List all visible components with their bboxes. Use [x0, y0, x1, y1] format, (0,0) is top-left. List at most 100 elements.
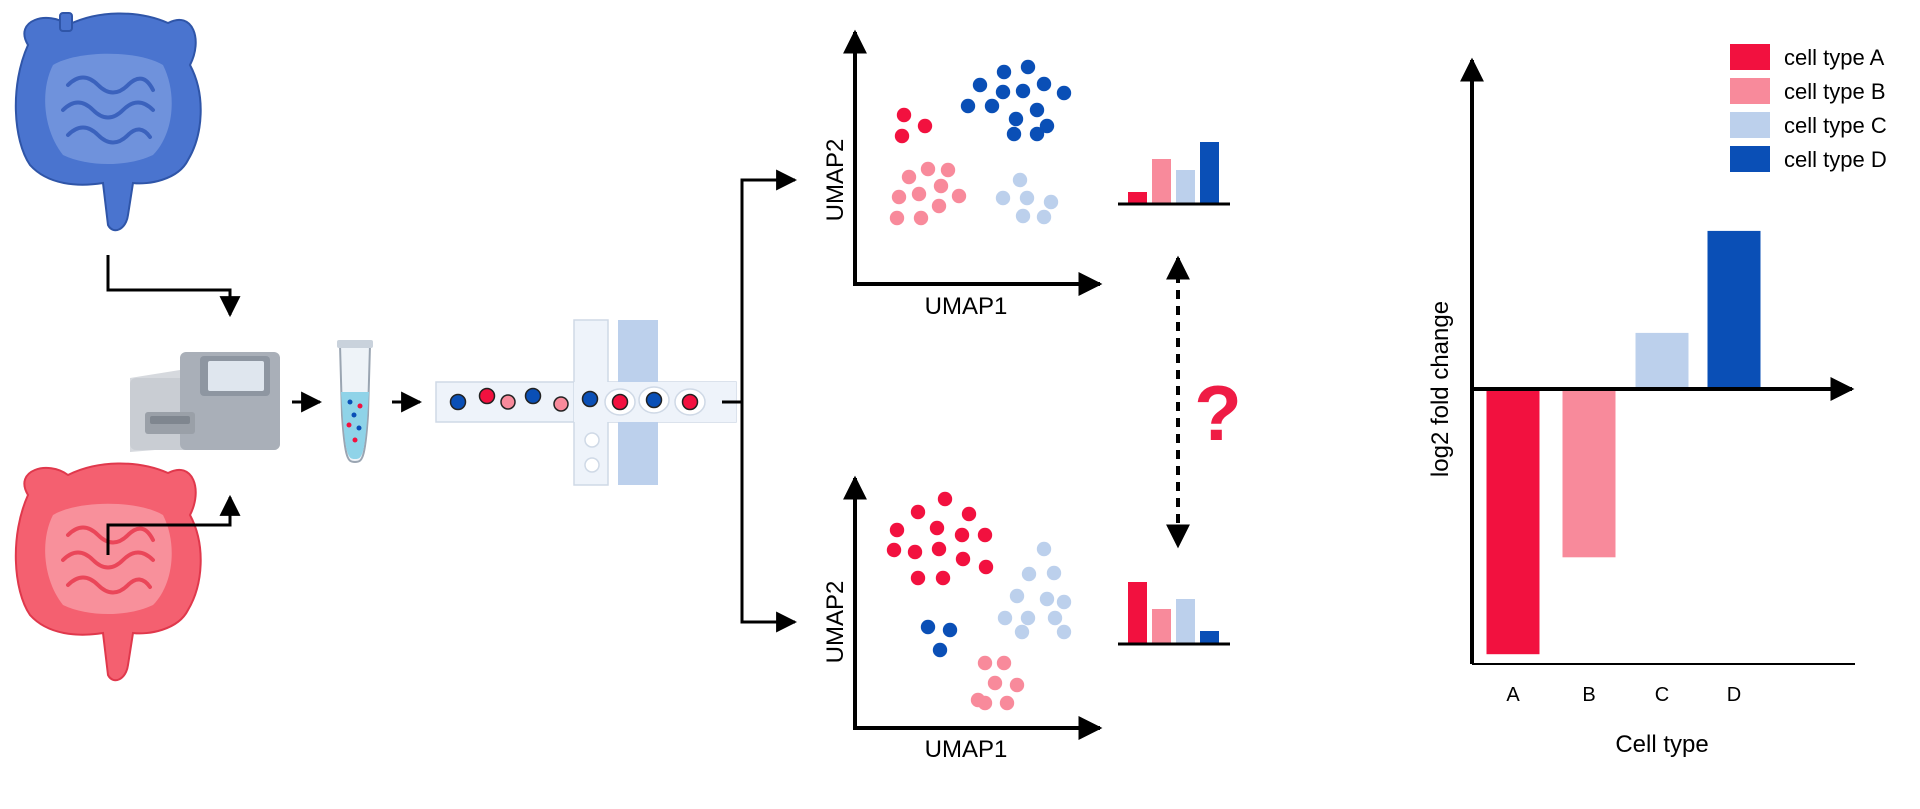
umap-bottom-dot [1046, 565, 1062, 581]
umap-top-dot [972, 77, 988, 93]
flow-arrow-top [106, 255, 241, 318]
umap-bottom-mini-bar [1176, 599, 1195, 644]
umap-bottom-dot [1009, 677, 1025, 693]
umap-top-dot [1036, 76, 1052, 92]
microfluidic-chip-icon [435, 319, 737, 486]
legend-swatch [1730, 112, 1770, 138]
fc-tick-label: C [1655, 684, 1669, 706]
umap-top-mini-bar [1152, 159, 1171, 204]
umap-bottom-dot [935, 570, 951, 586]
umap-bottom-dot [910, 504, 926, 520]
umap-bottom-dot [977, 655, 993, 671]
legend-label: cell type A [1784, 45, 1885, 70]
umap-bottom-dot [978, 559, 994, 575]
umap-bottom-dot [1056, 624, 1072, 640]
umap-bottom-dot [977, 527, 993, 543]
flow-arrow-bottom [106, 494, 241, 555]
umap-top-dot [901, 169, 917, 185]
umap-bottom-dot [955, 551, 971, 567]
umap-bottom-dot [942, 622, 958, 638]
legend-label: cell type B [1784, 79, 1886, 104]
umap-bottom-ylabel: UMAP2 [822, 581, 849, 664]
umap-top-dot [1039, 118, 1055, 134]
umap-bottom-dot [920, 619, 936, 635]
umap-top-dot [1029, 126, 1045, 142]
umap-bottom-dot [997, 610, 1013, 626]
umap-bottom-dot [1009, 588, 1025, 604]
umap-top-dot [891, 189, 907, 205]
fc-bar-a [1486, 389, 1540, 655]
umap-top-dot [1043, 194, 1059, 210]
legend-swatch [1730, 146, 1770, 172]
fc-bar-b [1562, 389, 1616, 558]
umap-bottom-mini-bar [1200, 631, 1219, 644]
umap-top-dot [1036, 209, 1052, 225]
umap-top-dot [917, 118, 933, 134]
umap-bottom-dot [1014, 624, 1030, 640]
umap-top-dot [1056, 85, 1072, 101]
flow-arrow-to-top-umap [740, 169, 798, 402]
question-mark: ? [1194, 369, 1242, 457]
legend-label: cell type C [1784, 113, 1887, 138]
umap-plot-bottom: UMAP1 UMAP2 [822, 475, 1230, 763]
umap-bottom-dot [1020, 610, 1036, 626]
fc-xlabel: Cell type [1615, 731, 1708, 758]
umap-top-axes [843, 29, 1103, 296]
fc-bar-d [1707, 230, 1761, 389]
fc-tick-label: D [1727, 684, 1741, 706]
umap-bottom-dot [937, 491, 953, 507]
umap-top-dot [889, 210, 905, 226]
umap-top-dot [911, 186, 927, 202]
legend-label: cell type D [1784, 147, 1887, 172]
sample-tube-icon [337, 340, 373, 464]
umap-bottom-dot [996, 655, 1012, 671]
umap-top-dot [1015, 208, 1031, 224]
umap-top-dot [913, 210, 929, 226]
umap-top-mini-bar [1200, 142, 1219, 204]
umap-top-dot [1006, 126, 1022, 142]
legend-swatch [1730, 44, 1770, 70]
umap-bottom-dot [1021, 566, 1037, 582]
fc-tick-label: B [1582, 684, 1595, 706]
umap-top-dot [995, 190, 1011, 206]
umap-bottom-dot [1036, 541, 1052, 557]
sequencer-icon [130, 352, 280, 452]
umap-top-mini-bar [1176, 170, 1195, 204]
umap-top-dot [984, 98, 1000, 114]
fc-tick-label: A [1506, 684, 1520, 706]
umap-bottom-dot [889, 522, 905, 538]
umap-bottom-dot [1047, 610, 1063, 626]
umap-bottom-dot [1039, 591, 1055, 607]
umap-bottom-dot [999, 695, 1015, 711]
umap-bottom-mini-bar [1128, 582, 1147, 644]
umap-top-dot [960, 98, 976, 114]
umap-bottom-dot [977, 695, 993, 711]
umap-top-mini-bar [1128, 192, 1147, 204]
fc-bar-c [1635, 332, 1689, 389]
umap-top-dot [920, 161, 936, 177]
umap-top-dot [894, 128, 910, 144]
umap-bottom-xlabel: UMAP1 [925, 736, 1008, 763]
umap-bottom-mini-bar-chart [1118, 582, 1230, 646]
umap-top-dot [1029, 102, 1045, 118]
umap-bottom-dot [987, 675, 1003, 691]
umap-bottom-axes [843, 475, 1103, 740]
umap-top-dot [1012, 172, 1028, 188]
umap-top-dot [931, 198, 947, 214]
umap-top-dot [996, 64, 1012, 80]
umap-bottom-mini-bar [1152, 609, 1171, 644]
flow-arrow-to-bottom-umap [740, 402, 798, 633]
umap-bottom-dot [929, 520, 945, 536]
umap-bottom-dot [910, 570, 926, 586]
umap-top-dot [1015, 83, 1031, 99]
fold-change-bar-chart: A B C D Cell type log2 fold change cell typ… [1427, 44, 1887, 758]
umap-top-ylabel: UMAP2 [822, 139, 849, 222]
intestine-icon [14, 12, 202, 232]
umap-top-dot [1008, 111, 1024, 127]
umap-plot-top: UMAP1 UMAP2 [822, 29, 1230, 320]
umap-top-dot [940, 162, 956, 178]
umap-top-dot [896, 107, 912, 123]
intestine-icon [14, 462, 202, 682]
umap-bottom-dot [931, 541, 947, 557]
